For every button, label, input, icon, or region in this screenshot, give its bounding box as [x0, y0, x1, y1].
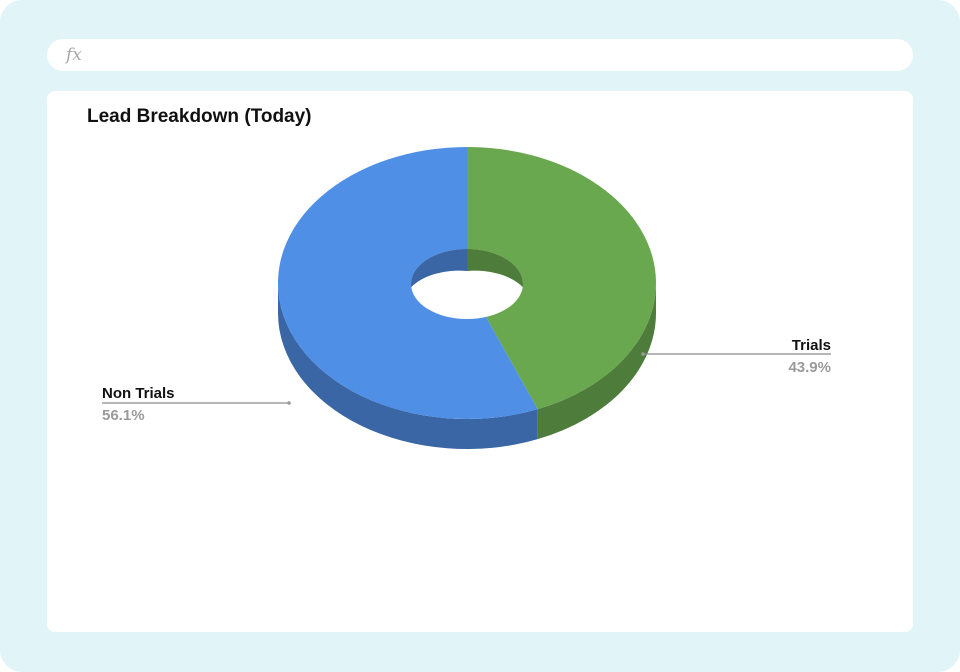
fx-icon: fx [66, 45, 82, 65]
chart-card[interactable]: Lead Breakdown (Today) Trials 43.9% Non Tr… [47, 91, 913, 632]
leader-dot-non-trials [287, 401, 291, 405]
trials-inner-wall [467, 249, 523, 288]
non-trials-inner-wall [411, 249, 467, 288]
non-trials-side-wall [278, 283, 538, 449]
slice-label-non-trials: Non Trials [102, 385, 175, 402]
slice-non-trials[interactable] [277, 146, 538, 419]
slice-label-trials: Trials [792, 337, 831, 354]
donut-hole [411, 249, 523, 319]
leader-dot-trials [641, 352, 645, 356]
slice-trials[interactable] [467, 147, 656, 410]
chart-title: Lead Breakdown (Today) [87, 106, 312, 127]
formula-bar[interactable]: fx [47, 39, 913, 71]
donut-tops [277, 146, 656, 419]
slice-percent-non-trials: 56.1% [102, 407, 145, 424]
slice-labels: Trials 43.9% Non Trials 56.1% [102, 337, 831, 424]
slice-percent-trials: 43.9% [788, 359, 831, 376]
donut-sides [278, 283, 656, 449]
donut-chart[interactable]: Trials 43.9% Non Trials 56.1% [47, 91, 913, 632]
trials-side-wall [537, 283, 656, 440]
